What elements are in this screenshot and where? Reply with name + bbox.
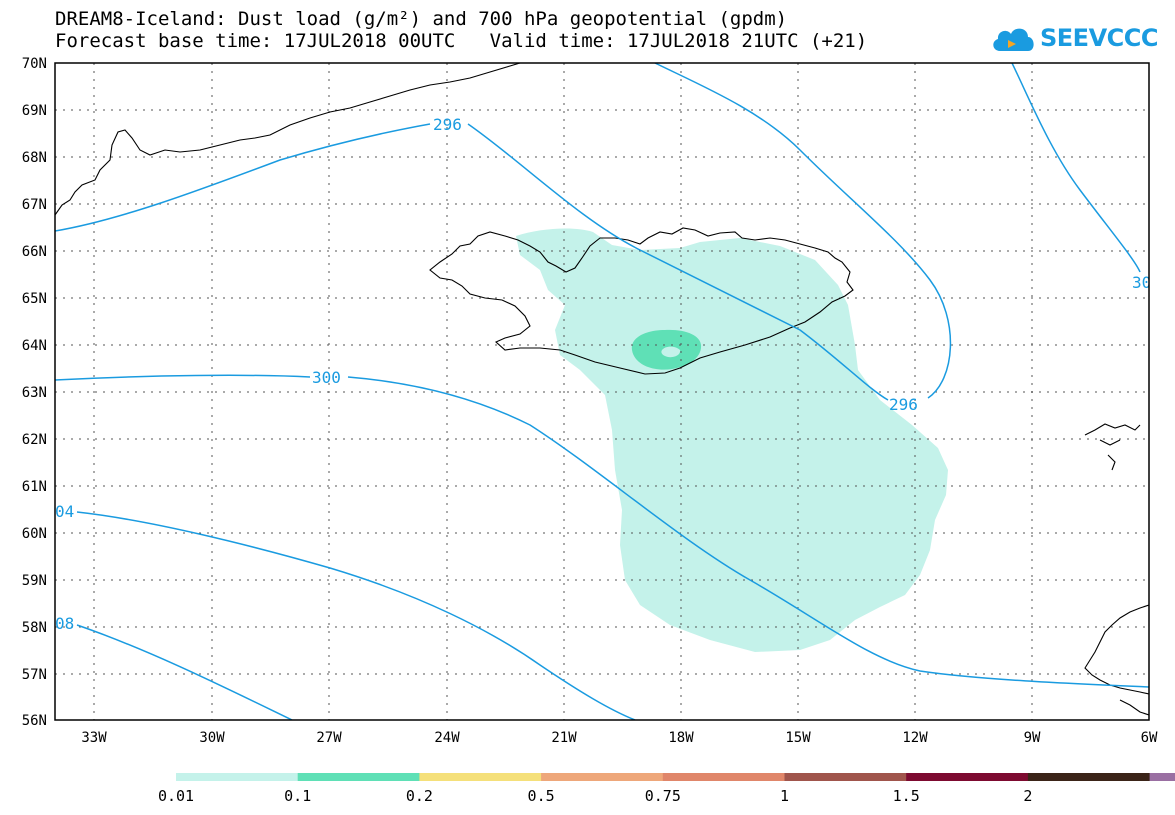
lat-label: 56N [22, 713, 47, 729]
lat-label: 63N [22, 385, 47, 401]
lon-label: 18W [668, 730, 694, 746]
colorbar-tick-label: 2 [1023, 787, 1032, 805]
colorbar-tick-label: 1.5 [893, 787, 920, 805]
lon-label: 30W [199, 730, 225, 746]
logo-text: SEEVCCC [1040, 24, 1159, 52]
lat-label: 64N [22, 338, 47, 354]
lon-label: 12W [902, 730, 928, 746]
coastline-iceland [429, 227, 854, 375]
lat-label: 60N [22, 526, 47, 542]
colorbar-swatch [176, 773, 299, 781]
lon-label: 24W [434, 730, 460, 746]
seevccc-logo: SEEVCCC [990, 20, 1159, 56]
lat-label: 58N [22, 620, 47, 636]
coastline-scotland [1084, 604, 1149, 716]
lat-label: 57N [22, 667, 47, 683]
lon-label: 9W [1024, 730, 1041, 746]
lat-label: 61N [22, 479, 47, 495]
map-area: 296 300 296 04 08 30 [55, 63, 1151, 720]
lon-label: 6W [1141, 730, 1158, 746]
lon-label: 15W [785, 730, 811, 746]
colorbar-tick-label: 1 [780, 787, 789, 805]
dust-area-mid-hole [661, 346, 681, 358]
contour-label: 30 [1132, 273, 1151, 292]
colorbar-swatch [1149, 773, 1175, 781]
lat-label: 67N [22, 197, 47, 213]
map-title: DREAM8-Iceland: Dust load (g/m²) and 700… [55, 8, 788, 30]
contour-label: 296 [889, 395, 918, 414]
map-frame [54, 62, 1150, 721]
coastline-greenland [55, 63, 521, 216]
colorbar-swatch [419, 773, 542, 781]
lat-label: 65N [22, 291, 47, 307]
colorbar: 0.01 0.1 0.2 0.5 0.75 1 1.5 2 [158, 773, 1175, 805]
lat-label: 69N [22, 103, 47, 119]
lat-label: 59N [22, 573, 47, 589]
contour-296-west [55, 123, 889, 401]
longitude-labels: 33W 30W 27W 24W 21W 18W 15W 12W 9W 6W [81, 730, 1158, 746]
contour-label: 04 [55, 502, 74, 521]
colorbar-tick-label: 0.1 [284, 787, 311, 805]
contour-308 [76, 624, 293, 720]
cloud-logo-icon [993, 28, 1034, 51]
colorbar-swatch [541, 773, 664, 781]
lon-label: 33W [81, 730, 107, 746]
coastlines [55, 63, 1149, 716]
lat-label: 68N [22, 150, 47, 166]
colorbar-swatch [297, 773, 420, 781]
map-subtitle-times: Forecast base time: 17JUL2018 00UTC Vali… [55, 30, 868, 52]
contour-label: 08 [55, 614, 74, 633]
contour-label: 296 [433, 115, 462, 134]
contour-304 [76, 511, 636, 720]
colorbar-swatch [662, 773, 785, 781]
colorbar-swatch [784, 773, 907, 781]
colorbar-swatch [1027, 773, 1151, 781]
latitude-labels: 70N 69N 68N 67N 66N 65N 64N 63N 62N 61N … [22, 56, 47, 729]
lat-label: 66N [22, 244, 47, 260]
contour-300 [55, 374, 1149, 688]
colorbar-tick-label: 0.2 [406, 787, 433, 805]
colorbar-tick-label: 0.75 [645, 787, 681, 805]
dust-patch-small [741, 305, 746, 310]
contour-label: 300 [312, 368, 341, 387]
contour-296-east [654, 63, 952, 399]
geopotential-contours [55, 63, 1149, 720]
dust-area-low [516, 228, 948, 652]
contour-30x-northeast [1011, 63, 1141, 273]
lon-label: 21W [551, 730, 577, 746]
coastline-faroe-shetland [1084, 423, 1141, 471]
colorbar-tick-label: 0.01 [158, 787, 194, 805]
graticule [55, 63, 1149, 720]
colorbar-tick-label: 0.5 [528, 787, 555, 805]
lat-label: 62N [22, 432, 47, 448]
lat-label: 70N [22, 56, 47, 72]
colorbar-swatch [906, 773, 1029, 781]
lon-label: 27W [316, 730, 342, 746]
